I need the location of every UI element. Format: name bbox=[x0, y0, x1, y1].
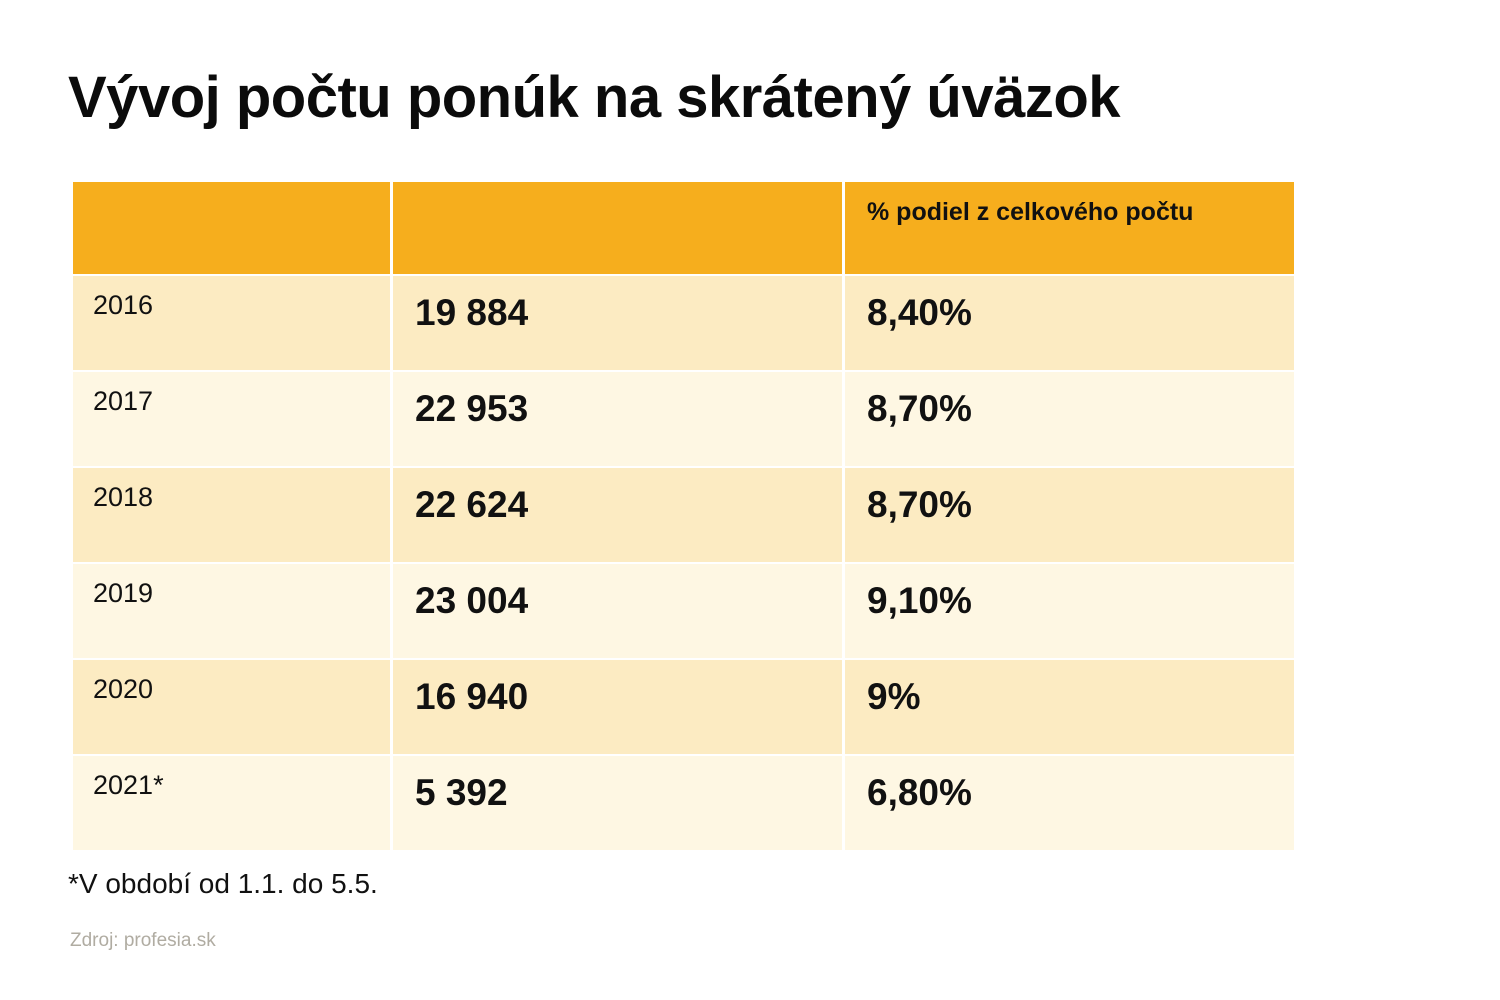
share-value: 8,70% bbox=[867, 484, 972, 525]
table-row: 2017 22 953 8,70% bbox=[73, 370, 1294, 466]
table-header-row: % podiel z celkového počtu bbox=[73, 182, 1294, 274]
year-value: 2021* bbox=[93, 770, 164, 800]
count-cell: 16 940 bbox=[390, 660, 842, 754]
count-value: 5 392 bbox=[415, 772, 508, 813]
year-value: 2017 bbox=[93, 386, 154, 416]
year-cell: 2018 bbox=[73, 468, 390, 562]
count-cell: 22 953 bbox=[390, 372, 842, 466]
count-cell: 23 004 bbox=[390, 564, 842, 658]
year-cell: 2016 bbox=[73, 276, 390, 370]
share-value: 8,70% bbox=[867, 388, 972, 429]
year-cell: 2020 bbox=[73, 660, 390, 754]
share-value: 8,40% bbox=[867, 292, 972, 333]
count-cell: 22 624 bbox=[390, 468, 842, 562]
table-row: 2016 19 884 8,40% bbox=[73, 274, 1294, 370]
count-cell: 5 392 bbox=[390, 756, 842, 850]
footnote: *V období od 1.1. do 5.5. bbox=[68, 868, 378, 899]
count-value: 16 940 bbox=[415, 676, 529, 717]
count-value: 19 884 bbox=[415, 292, 529, 333]
year-value: 2019 bbox=[93, 578, 154, 608]
count-cell: 19 884 bbox=[390, 276, 842, 370]
count-value: 22 953 bbox=[415, 388, 529, 429]
share-value: 9,10% bbox=[867, 580, 972, 621]
table-row: 2018 22 624 8,70% bbox=[73, 466, 1294, 562]
share-value: 9% bbox=[867, 676, 921, 717]
table-row: 2020 16 940 9% bbox=[73, 658, 1294, 754]
table-row: 2021* 5 392 6,80% bbox=[73, 754, 1294, 850]
year-cell: 2019 bbox=[73, 564, 390, 658]
page-title: Vývoj počtu ponúk na skrátený úväzok bbox=[68, 65, 1121, 130]
header-label-share: % podiel z celkového počtu bbox=[867, 198, 1194, 226]
share-cell: 8,70% bbox=[842, 468, 1294, 562]
year-value: 2018 bbox=[93, 482, 154, 512]
year-value: 2020 bbox=[93, 674, 154, 704]
table-row: 2019 23 004 9,10% bbox=[73, 562, 1294, 658]
share-cell: 9,10% bbox=[842, 564, 1294, 658]
header-cell-share: % podiel z celkového počtu bbox=[842, 182, 1294, 274]
header-cell-year bbox=[73, 182, 390, 274]
count-value: 23 004 bbox=[415, 580, 529, 621]
data-table: % podiel z celkového počtu 2016 19 884 8… bbox=[73, 182, 1294, 850]
year-value: 2016 bbox=[93, 290, 154, 320]
count-value: 22 624 bbox=[415, 484, 529, 525]
share-value: 6,80% bbox=[867, 772, 972, 813]
source-credit: Zdroj: profesia.sk bbox=[70, 930, 216, 951]
share-cell: 9% bbox=[842, 660, 1294, 754]
header-cell-count bbox=[390, 182, 842, 274]
year-cell: 2021* bbox=[73, 756, 390, 850]
share-cell: 8,40% bbox=[842, 276, 1294, 370]
share-cell: 6,80% bbox=[842, 756, 1294, 850]
share-cell: 8,70% bbox=[842, 372, 1294, 466]
year-cell: 2017 bbox=[73, 372, 390, 466]
